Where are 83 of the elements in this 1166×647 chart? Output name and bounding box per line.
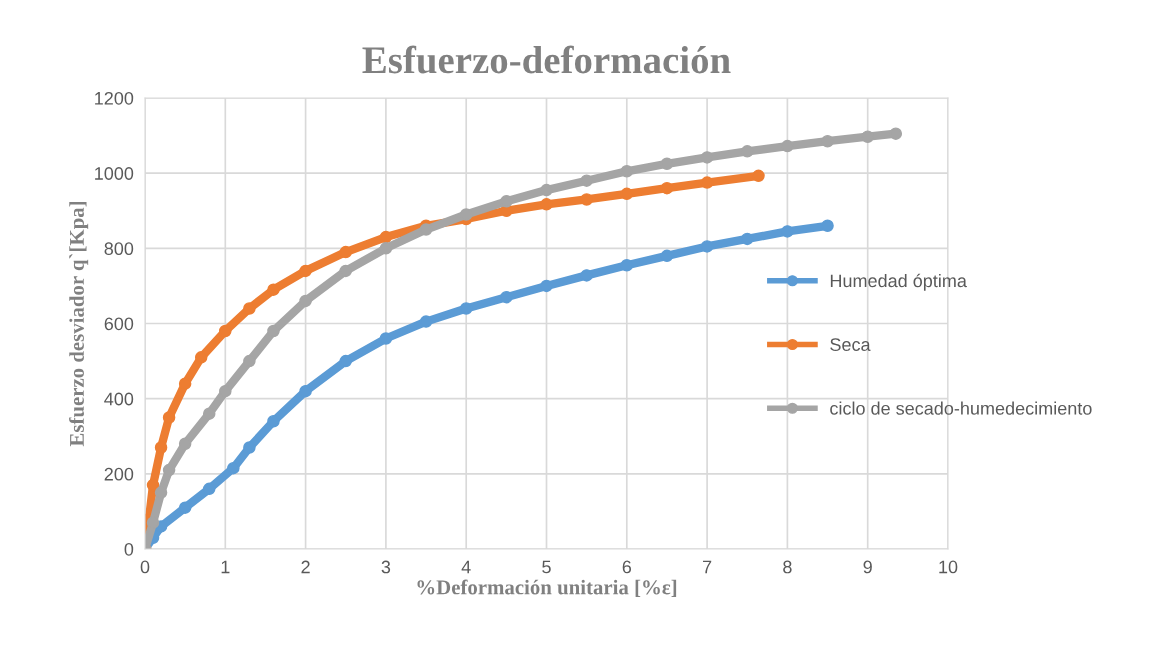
y-tick-label: 1200 <box>95 91 134 105</box>
point <box>620 258 634 272</box>
point <box>781 139 794 153</box>
point <box>740 145 754 158</box>
point <box>419 223 433 236</box>
point <box>821 134 834 148</box>
point <box>540 183 553 197</box>
x-tick-label: 1 <box>221 560 230 574</box>
point <box>202 482 216 496</box>
y-tick-label: 200 <box>104 467 134 481</box>
point <box>243 302 256 315</box>
point <box>752 169 765 183</box>
point <box>146 478 160 492</box>
point <box>580 193 593 206</box>
point <box>299 294 312 308</box>
point <box>500 195 513 208</box>
point <box>299 264 312 278</box>
point <box>178 377 192 390</box>
point <box>267 283 280 296</box>
point <box>154 441 168 454</box>
y-axis-title: Esfuerzo desviador q`[Kpa] <box>69 201 89 447</box>
point <box>419 315 433 328</box>
x-tick-label: 4 <box>461 560 471 574</box>
y-tick-label: 400 <box>104 392 134 406</box>
x-tick-label: 8 <box>783 560 792 574</box>
point <box>781 225 794 238</box>
point <box>660 181 674 195</box>
point <box>267 414 280 428</box>
y-tick-label: 0 <box>124 542 134 556</box>
point <box>379 230 393 244</box>
point <box>540 279 553 293</box>
point <box>580 269 593 282</box>
point <box>299 384 312 398</box>
point <box>243 441 256 454</box>
point <box>339 264 353 278</box>
chart-title: Esfuerzo-deformación <box>362 45 731 74</box>
point <box>202 407 216 420</box>
point <box>620 187 634 201</box>
point <box>459 208 473 221</box>
point <box>178 501 192 514</box>
point <box>540 198 553 211</box>
y-tick-label: 600 <box>104 317 134 331</box>
point <box>821 219 834 233</box>
point <box>889 127 903 140</box>
x-tick-label: 7 <box>703 560 712 574</box>
x-tick-label: 5 <box>542 560 551 574</box>
x-tick-label: 2 <box>301 560 310 574</box>
point <box>162 463 176 477</box>
point <box>580 174 593 187</box>
point <box>379 242 393 255</box>
legend-label: Seca <box>830 338 871 351</box>
point <box>267 324 280 338</box>
point <box>178 437 192 451</box>
point <box>700 176 714 189</box>
point <box>700 151 714 164</box>
legend-label: ciclo de secado-humedecimiento <box>830 401 1092 415</box>
point <box>219 384 232 398</box>
point <box>339 245 353 259</box>
point <box>660 249 674 263</box>
x-axis-title: %Deformación unitaria [%ε] <box>417 579 677 597</box>
point <box>227 461 240 475</box>
point <box>500 290 513 304</box>
point <box>162 411 176 424</box>
point <box>339 354 353 368</box>
point <box>379 332 393 345</box>
x-tick-label: 10 <box>939 560 958 574</box>
point <box>154 486 168 499</box>
point <box>620 165 634 178</box>
y-tick-label: 800 <box>104 242 134 256</box>
x-tick-label: 9 <box>863 560 872 574</box>
point <box>243 354 256 368</box>
y-tick-label: 1000 <box>95 167 134 180</box>
point <box>700 240 714 253</box>
legend-label: Humedad óptima <box>830 273 967 291</box>
x-tick-label: 0 <box>140 560 150 574</box>
point <box>740 232 754 246</box>
point <box>660 157 674 171</box>
x-tick-label: 6 <box>622 560 632 574</box>
point <box>459 302 473 315</box>
x-tick-label: 3 <box>381 560 391 574</box>
point <box>194 351 208 364</box>
point <box>146 516 160 529</box>
point <box>219 324 232 338</box>
